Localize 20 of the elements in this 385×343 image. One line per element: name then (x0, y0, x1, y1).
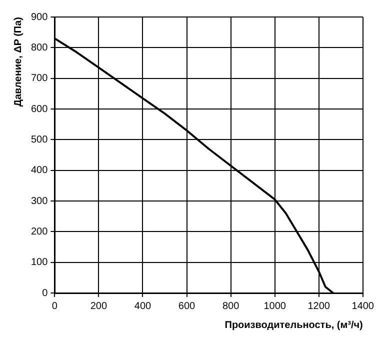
y-tick-label: 600 (30, 104, 48, 115)
y-tick-label: 500 (30, 134, 48, 146)
y-tick-label: 0 (42, 288, 48, 299)
y-tick-label: 300 (30, 196, 48, 207)
y-tick-label: 100 (30, 257, 48, 268)
x-tick-label: 600 (178, 300, 196, 312)
y-axis-title: Давление, ΔP (Па) (12, 17, 24, 107)
x-tick-label: 800 (222, 300, 240, 312)
x-tick-label: 200 (90, 300, 108, 312)
y-tick-label: 800 (30, 42, 48, 54)
x-tick-label: 1400 (352, 300, 374, 312)
x-tick-label: 0 (52, 300, 58, 312)
x-tick-label: 400 (134, 300, 152, 312)
y-tick-label: 200 (30, 226, 48, 238)
y-tick-label: 900 (30, 12, 48, 23)
y-tick-label: 700 (30, 73, 48, 84)
x-tick-label: 1000 (264, 300, 286, 312)
x-axis-title: Производительность, (м³/ч) (224, 320, 363, 331)
y-tick-label: 400 (30, 165, 48, 176)
x-tick-label: 1200 (308, 300, 330, 312)
